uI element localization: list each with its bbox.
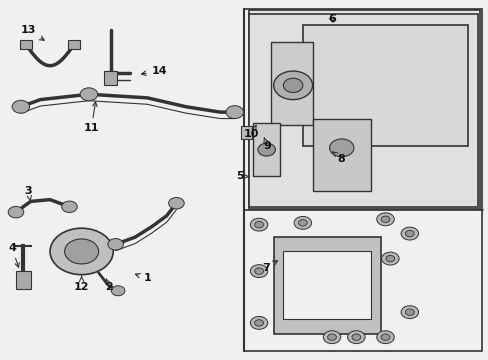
Circle shape: [323, 331, 340, 343]
Circle shape: [385, 255, 394, 262]
Bar: [249, 214, 479, 353]
Circle shape: [293, 216, 311, 229]
Circle shape: [254, 221, 263, 228]
Circle shape: [376, 331, 393, 343]
Circle shape: [405, 230, 413, 237]
Text: 12: 12: [74, 276, 89, 292]
Circle shape: [254, 320, 263, 326]
Circle shape: [168, 198, 184, 209]
Text: 10: 10: [244, 126, 259, 139]
Text: 1: 1: [135, 273, 151, 283]
Bar: [104, 71, 117, 85]
Circle shape: [50, 228, 113, 275]
Bar: [271, 42, 312, 125]
Text: 14: 14: [141, 66, 167, 76]
Circle shape: [381, 252, 398, 265]
Bar: [312, 119, 370, 191]
Circle shape: [351, 334, 360, 341]
Bar: [20, 40, 31, 49]
Circle shape: [108, 239, 123, 250]
Circle shape: [327, 334, 336, 341]
Bar: [249, 10, 479, 208]
Bar: [241, 126, 251, 139]
Bar: [249, 14, 477, 207]
Circle shape: [298, 220, 306, 226]
Circle shape: [250, 316, 267, 329]
Bar: [253, 123, 280, 176]
Circle shape: [380, 334, 389, 341]
Text: 3: 3: [24, 186, 32, 201]
Bar: [273, 237, 380, 334]
Circle shape: [8, 206, 24, 218]
Text: 8: 8: [332, 152, 345, 163]
Circle shape: [111, 286, 124, 296]
Circle shape: [254, 268, 263, 274]
Circle shape: [329, 139, 353, 157]
Circle shape: [400, 227, 418, 240]
Text: 7: 7: [262, 261, 277, 273]
Circle shape: [250, 218, 267, 231]
Bar: [244, 9, 481, 351]
Circle shape: [283, 78, 302, 93]
Circle shape: [380, 216, 389, 222]
Circle shape: [225, 106, 243, 118]
Text: 2: 2: [105, 279, 113, 292]
Bar: [302, 24, 467, 146]
Circle shape: [347, 331, 365, 343]
Circle shape: [257, 143, 275, 156]
Bar: [16, 271, 30, 289]
Circle shape: [64, 239, 99, 264]
Circle shape: [12, 100, 30, 113]
Circle shape: [273, 71, 312, 100]
Circle shape: [405, 309, 413, 315]
Bar: [283, 251, 370, 319]
Circle shape: [61, 201, 77, 212]
Text: 9: 9: [263, 138, 271, 151]
Circle shape: [250, 265, 267, 278]
Circle shape: [400, 306, 418, 319]
Bar: [68, 40, 80, 49]
Text: 11: 11: [83, 102, 99, 133]
Circle shape: [376, 213, 393, 226]
Text: 13: 13: [20, 25, 44, 40]
Text: 4: 4: [8, 243, 19, 267]
Text: 6: 6: [327, 14, 335, 24]
Text: 5: 5: [235, 171, 248, 181]
Circle shape: [80, 88, 98, 101]
